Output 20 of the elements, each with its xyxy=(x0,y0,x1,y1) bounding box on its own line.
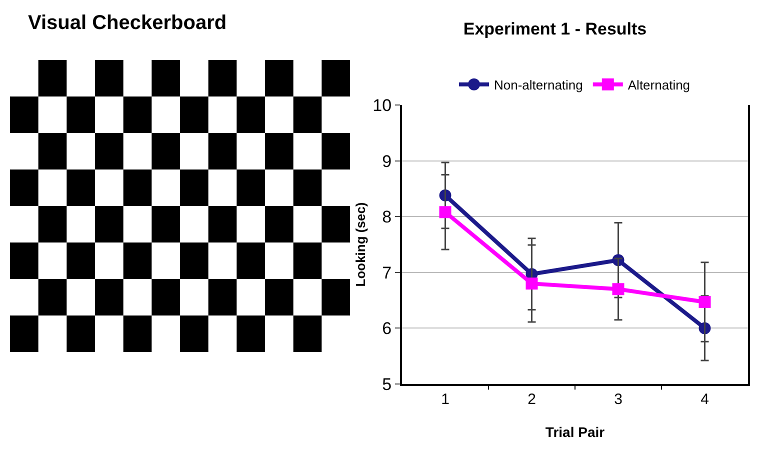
chart-title: Experiment 1 - Results xyxy=(463,20,647,39)
x-tick-label: 3 xyxy=(614,391,622,408)
point xyxy=(612,283,624,296)
text: Visual Checkerboard xyxy=(28,12,227,35)
y-axis-title: Looking (sec) xyxy=(353,202,368,287)
y-tick-label: 10 xyxy=(372,96,392,115)
y-tick-label: 7 xyxy=(382,263,392,282)
point xyxy=(439,206,452,218)
legend-label: Non-alternating xyxy=(494,77,583,92)
x-tick-label: 1 xyxy=(441,391,450,408)
y-tick-label: 9 xyxy=(382,152,392,171)
legend-label: Alternating xyxy=(628,77,690,92)
x-tick-label: 4 xyxy=(700,391,709,408)
x-tick-label: 2 xyxy=(528,391,536,408)
y-tick-label: 6 xyxy=(382,319,392,338)
y-tick-label: 5 xyxy=(382,374,392,394)
x-axis-title: Trial Pair xyxy=(545,424,606,440)
point xyxy=(698,296,711,308)
y-tick-label: 8 xyxy=(382,208,392,227)
point xyxy=(526,278,538,290)
